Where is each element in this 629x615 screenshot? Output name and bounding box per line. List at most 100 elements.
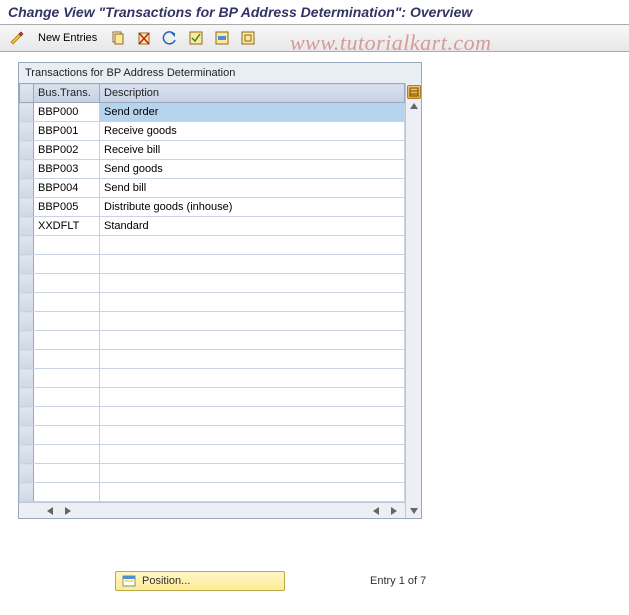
row-selector-cell[interactable] (20, 122, 34, 141)
row-selector-cell[interactable] (20, 331, 34, 350)
undo-change-icon[interactable] (159, 28, 181, 48)
hscroll-right-2-icon[interactable] (387, 505, 399, 517)
cell-bus-trans[interactable] (34, 445, 100, 464)
table-row[interactable] (20, 331, 405, 350)
cell-description[interactable] (100, 483, 405, 502)
select-all-icon[interactable] (185, 28, 207, 48)
row-selector-cell[interactable] (20, 141, 34, 160)
horizontal-scrollbar[interactable] (19, 502, 405, 518)
cell-description[interactable]: Receive goods (100, 122, 405, 141)
table-row[interactable] (20, 236, 405, 255)
cell-description[interactable]: Receive bill (100, 141, 405, 160)
cell-bus-trans[interactable]: BBP000 (34, 103, 100, 122)
table-row[interactable] (20, 388, 405, 407)
cell-bus-trans[interactable] (34, 293, 100, 312)
row-selector-cell[interactable] (20, 255, 34, 274)
table-row[interactable] (20, 426, 405, 445)
row-selector-cell[interactable] (20, 198, 34, 217)
delete-icon[interactable] (133, 28, 155, 48)
row-selector-cell[interactable] (20, 217, 34, 236)
cell-description[interactable] (100, 293, 405, 312)
cell-description[interactable] (100, 350, 405, 369)
cell-bus-trans[interactable] (34, 464, 100, 483)
cell-description[interactable]: Send goods (100, 160, 405, 179)
cell-bus-trans[interactable] (34, 369, 100, 388)
row-selector-cell[interactable] (20, 426, 34, 445)
cell-description[interactable] (100, 331, 405, 350)
row-selector-cell[interactable] (20, 388, 34, 407)
row-selector-cell[interactable] (20, 464, 34, 483)
scroll-up-icon[interactable] (408, 101, 420, 113)
row-selector-cell[interactable] (20, 350, 34, 369)
cell-bus-trans[interactable] (34, 407, 100, 426)
table-row[interactable]: BBP003Send goods (20, 160, 405, 179)
row-selector-cell[interactable] (20, 407, 34, 426)
row-selector-cell[interactable] (20, 236, 34, 255)
cell-bus-trans[interactable] (34, 312, 100, 331)
cell-bus-trans[interactable] (34, 236, 100, 255)
table-row[interactable]: BBP004Send bill (20, 179, 405, 198)
cell-bus-trans[interactable] (34, 331, 100, 350)
column-header-description[interactable]: Description (100, 84, 405, 103)
row-selector-cell[interactable] (20, 483, 34, 502)
cell-bus-trans[interactable]: BBP005 (34, 198, 100, 217)
row-selector-cell[interactable] (20, 160, 34, 179)
cell-description[interactable]: Standard (100, 217, 405, 236)
table-row[interactable] (20, 483, 405, 502)
row-selector-cell[interactable] (20, 312, 34, 331)
cell-bus-trans[interactable]: BBP004 (34, 179, 100, 198)
hscroll-left-2-icon[interactable] (371, 505, 383, 517)
cell-description[interactable] (100, 236, 405, 255)
hscroll-right-1-icon[interactable] (61, 505, 73, 517)
cell-bus-trans[interactable]: BBP001 (34, 122, 100, 141)
cell-description[interactable] (100, 464, 405, 483)
table-row[interactable]: BBP001Receive goods (20, 122, 405, 141)
new-entries-button[interactable]: New Entries (32, 28, 103, 48)
cell-bus-trans[interactable]: BBP003 (34, 160, 100, 179)
cell-bus-trans[interactable] (34, 350, 100, 369)
table-row[interactable] (20, 407, 405, 426)
cell-description[interactable]: Send order (100, 103, 405, 122)
row-selector-cell[interactable] (20, 103, 34, 122)
table-settings-icon[interactable] (407, 85, 421, 99)
row-selector-cell[interactable] (20, 445, 34, 464)
cell-bus-trans[interactable]: BBP002 (34, 141, 100, 160)
row-selector-cell[interactable] (20, 274, 34, 293)
column-header-bus-trans[interactable]: Bus.Trans. (34, 84, 100, 103)
cell-description[interactable] (100, 274, 405, 293)
cell-description[interactable] (100, 255, 405, 274)
cell-description[interactable] (100, 312, 405, 331)
cell-description[interactable]: Distribute goods (inhouse) (100, 198, 405, 217)
cell-description[interactable]: Send bill (100, 179, 405, 198)
scroll-down-icon[interactable] (408, 504, 420, 516)
table-row[interactable]: BBP000Send order (20, 103, 405, 122)
row-selector-cell[interactable] (20, 179, 34, 198)
cell-description[interactable] (100, 445, 405, 464)
table-row[interactable] (20, 350, 405, 369)
copy-as-icon[interactable] (107, 28, 129, 48)
table-row[interactable] (20, 464, 405, 483)
row-selector-header[interactable] (20, 84, 34, 103)
select-block-icon[interactable] (211, 28, 233, 48)
cell-bus-trans[interactable] (34, 274, 100, 293)
cell-description[interactable] (100, 388, 405, 407)
cell-bus-trans[interactable]: XXDFLT (34, 217, 100, 236)
cell-description[interactable] (100, 407, 405, 426)
table-row[interactable] (20, 293, 405, 312)
table-row[interactable]: XXDFLTStandard (20, 217, 405, 236)
toggle-display-change-icon[interactable] (6, 28, 28, 48)
table-row[interactable] (20, 445, 405, 464)
cell-description[interactable] (100, 426, 405, 445)
hscroll-left-1-icon[interactable] (45, 505, 57, 517)
deselect-all-icon[interactable] (237, 28, 259, 48)
table-row[interactable]: BBP002Receive bill (20, 141, 405, 160)
row-selector-cell[interactable] (20, 293, 34, 312)
cell-description[interactable] (100, 369, 405, 388)
table-row[interactable]: BBP005Distribute goods (inhouse) (20, 198, 405, 217)
cell-bus-trans[interactable] (34, 255, 100, 274)
cell-bus-trans[interactable] (34, 483, 100, 502)
cell-bus-trans[interactable] (34, 426, 100, 445)
vertical-scrollbar[interactable] (405, 83, 421, 518)
table-row[interactable] (20, 274, 405, 293)
row-selector-cell[interactable] (20, 369, 34, 388)
